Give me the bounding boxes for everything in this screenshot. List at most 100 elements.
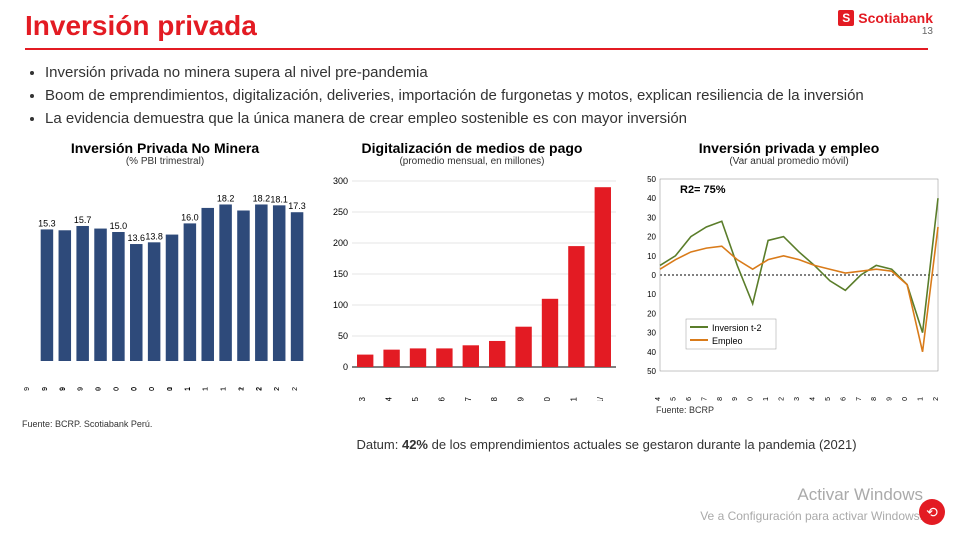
- svg-text:1T14: 1T14: [809, 397, 816, 401]
- svg-text:13.8: 13.8: [145, 232, 163, 242]
- svg-text:17.3: 17.3: [288, 201, 306, 211]
- svg-text:2013: 2013: [358, 397, 367, 402]
- chart2-subtitle: (promedio mensual, en millones): [399, 156, 544, 167]
- svg-text:16.0: 16.0: [181, 213, 199, 223]
- svg-text:Inversion t-2: Inversion t-2: [712, 323, 762, 333]
- svg-text:15.0: 15.0: [110, 221, 128, 231]
- svg-text:40: 40: [647, 194, 656, 203]
- svg-text:200: 200: [333, 238, 348, 248]
- svg-text:15.7: 15.7: [74, 215, 92, 225]
- svg-text:1T04: 1T04: [655, 397, 662, 401]
- help-icon[interactable]: ⟲: [919, 499, 945, 525]
- chart3-subtitle: (Var anual promedio móvil): [729, 156, 848, 167]
- chart-inversion-empleo: Inversión privada y empleo (Var anual pr…: [634, 140, 944, 415]
- svg-text:1T10: 1T10: [748, 397, 755, 401]
- svg-text:1T22: 1T22: [238, 387, 245, 391]
- svg-text:2015: 2015: [411, 397, 420, 402]
- logo-icon: S: [838, 10, 854, 26]
- svg-text:40: 40: [647, 348, 656, 357]
- chart3-svg: 50 40 30 20 10 0 10 20 30 40 50 R2= 75% 1T04 1T05 1T06…: [634, 171, 944, 401]
- svg-text:2T20: 2T20: [113, 387, 120, 391]
- svg-text:10: 10: [647, 252, 656, 261]
- svg-text:1T13: 1T13: [794, 397, 801, 401]
- chart1-title: Inversión Privada No Minera: [71, 140, 259, 156]
- svg-text:1T 19: 1T 19: [24, 387, 31, 391]
- svg-text:1T21: 1T21: [167, 387, 174, 391]
- svg-text:18.2: 18.2: [217, 194, 235, 204]
- svg-text:1T21: 1T21: [918, 397, 925, 401]
- svg-text:2T 19: 2T 19: [42, 387, 49, 391]
- svg-text:3T21: 3T21: [203, 387, 210, 391]
- svg-text:2T21: 2T21: [185, 387, 192, 391]
- svg-text:3T20: 3T20: [131, 387, 138, 391]
- svg-text:1T15: 1T15: [825, 397, 832, 401]
- svg-text:Empleo: Empleo: [712, 336, 743, 346]
- svg-text:2017: 2017: [464, 397, 473, 402]
- svg-text:1T22: 1T22: [933, 397, 940, 401]
- svg-text:30: 30: [647, 214, 656, 223]
- svg-text:18.1: 18.1: [270, 195, 288, 205]
- svg-text:20: 20: [647, 310, 656, 319]
- svg-text:2T22: 2T22: [256, 387, 263, 391]
- bullet-item: La evidencia demuestra que la única mane…: [45, 110, 923, 129]
- svg-text:3T 19: 3T 19: [60, 387, 67, 391]
- logo-text: Scotiabank: [858, 10, 933, 26]
- svg-text:13.6: 13.6: [128, 233, 146, 243]
- svg-text:1T17: 1T17: [856, 397, 863, 401]
- svg-text:R2= 75%: R2= 75%: [680, 184, 726, 196]
- svg-text:30: 30: [647, 329, 656, 338]
- svg-text:0: 0: [343, 362, 348, 372]
- scotiabank-logo: S Scotiabank: [838, 10, 933, 26]
- chart2-title: Digitalización de medios de pago: [362, 140, 583, 156]
- svg-text:300: 300: [333, 176, 348, 186]
- svg-text:1T09: 1T09: [732, 397, 739, 401]
- svg-text:1T05: 1T05: [670, 397, 677, 401]
- chart1-subtitle: (% PBI trimestral): [126, 156, 204, 167]
- svg-text:1T20: 1T20: [95, 387, 102, 391]
- svg-text:50: 50: [647, 367, 656, 376]
- svg-text:0: 0: [652, 271, 657, 280]
- svg-text:1T19: 1T19: [887, 397, 894, 401]
- bullet-item: Inversión privada no minera supera al ni…: [45, 64, 923, 83]
- page-title: Inversión privada: [25, 10, 257, 42]
- svg-text:1T18: 1T18: [871, 397, 878, 401]
- svg-text:2021: 2021: [569, 397, 578, 402]
- svg-text:2019: 2019: [517, 397, 526, 402]
- svg-text:3T22: 3T22: [274, 387, 281, 391]
- chart2-svg: 0 50 100 150 200 250 300 2013 2014 2015 2016 2017 20…: [322, 171, 622, 401]
- windows-watermark-sub: Ve a Configuración para activar Windows.: [700, 509, 923, 523]
- windows-watermark: Activar Windows: [797, 485, 923, 505]
- chart3-source: Fuente: BCRP: [634, 405, 714, 415]
- svg-text:1T11: 1T11: [763, 397, 770, 401]
- svg-text:2020: 2020: [543, 397, 552, 402]
- svg-text:3T22: 3T22: [292, 387, 299, 391]
- svg-text:50: 50: [647, 175, 656, 184]
- svg-text:4T21: 4T21: [220, 387, 227, 391]
- chart-digitalizacion: Digitalización de medios de pago (promed…: [322, 140, 622, 415]
- svg-text:1T12: 1T12: [779, 397, 786, 401]
- svg-text:4T20: 4T20: [149, 387, 156, 391]
- svg-text:10: 10: [647, 290, 656, 299]
- svg-text:1T08: 1T08: [717, 397, 724, 401]
- chart1-source: Fuente: BCRP. Scotiabank Perú.: [0, 419, 953, 429]
- svg-text:100: 100: [333, 300, 348, 310]
- svg-text:1T20: 1T20: [902, 397, 909, 401]
- svg-text:1T07: 1T07: [701, 397, 708, 401]
- svg-text:2014: 2014: [385, 397, 394, 402]
- svg-text:20: 20: [647, 233, 656, 242]
- svg-text:2018: 2018: [490, 397, 499, 402]
- svg-text:2016: 2016: [437, 397, 446, 402]
- svg-text:1T06: 1T06: [686, 397, 693, 401]
- svg-text:2022 1/: 2022 1/: [596, 396, 605, 401]
- chart1-svg: 15.31T 191T 192T 192T 1915.73T 193T 194T…: [20, 171, 310, 391]
- svg-text:250: 250: [333, 207, 348, 217]
- svg-text:150: 150: [333, 269, 348, 279]
- svg-text:4T 19: 4T 19: [78, 387, 85, 391]
- chart-inversion-no-minera: Inversión Privada No Minera (% PBI trime…: [20, 140, 310, 415]
- svg-text:15.3: 15.3: [38, 219, 56, 229]
- datum-text: Datum: 42% de los emprendimientos actual…: [0, 437, 953, 452]
- chart3-title: Inversión privada y empleo: [699, 140, 880, 156]
- svg-text:50: 50: [338, 331, 348, 341]
- bullet-item: Boom de emprendimientos, digitalización,…: [45, 87, 923, 106]
- svg-text:1T16: 1T16: [840, 397, 847, 401]
